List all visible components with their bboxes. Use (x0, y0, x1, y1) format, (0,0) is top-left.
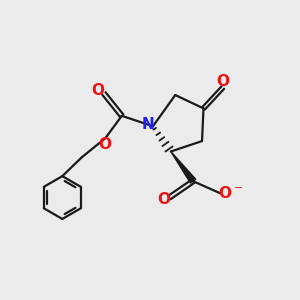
Text: O: O (157, 192, 170, 207)
Text: O$^-$: O$^-$ (218, 185, 243, 201)
Text: O: O (216, 74, 229, 89)
Text: O: O (98, 137, 111, 152)
Polygon shape (171, 152, 196, 183)
Text: N: N (141, 117, 154, 132)
Text: O: O (91, 83, 104, 98)
